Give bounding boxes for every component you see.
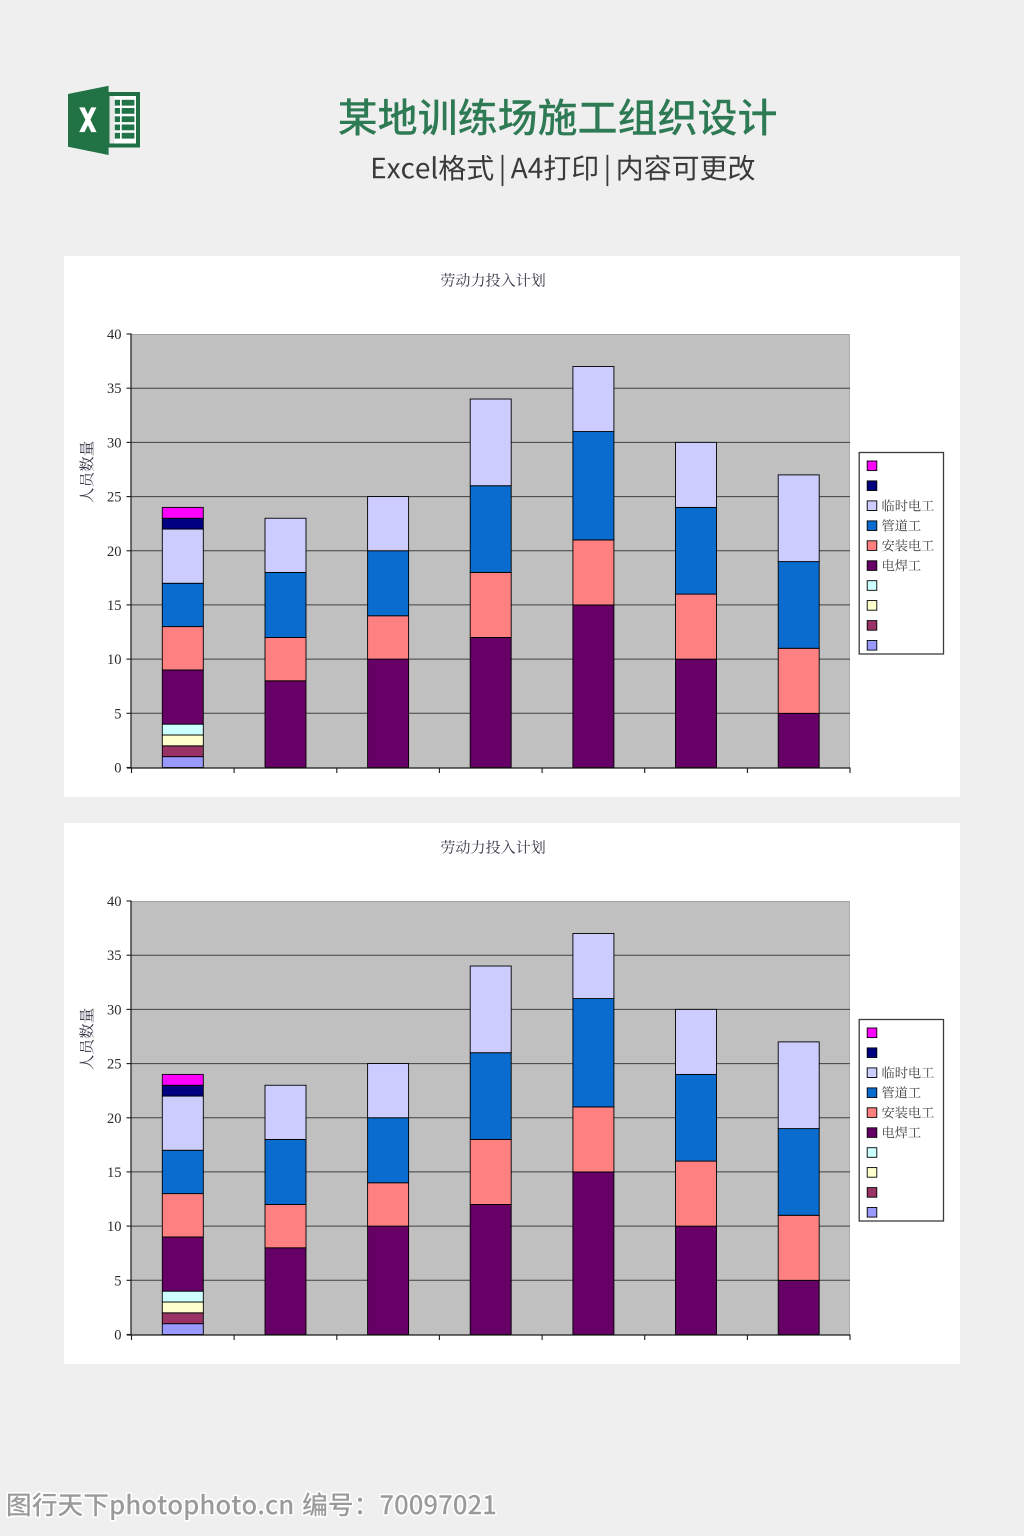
svg-text:5: 5 xyxy=(114,1273,121,1289)
svg-text:30: 30 xyxy=(107,1002,122,1018)
svg-text:35: 35 xyxy=(107,948,122,964)
svg-text:25: 25 xyxy=(107,490,122,506)
svg-text:20: 20 xyxy=(107,544,122,560)
svg-text:20: 20 xyxy=(107,1111,122,1127)
svg-text:25: 25 xyxy=(107,1057,122,1073)
svg-text:5: 5 xyxy=(114,706,121,722)
svg-text:40: 40 xyxy=(107,327,122,343)
svg-text:15: 15 xyxy=(107,1165,122,1181)
svg-text:10: 10 xyxy=(107,1219,122,1235)
svg-text:10: 10 xyxy=(107,652,122,668)
svg-text:15: 15 xyxy=(107,598,122,614)
svg-text:35: 35 xyxy=(107,381,122,397)
svg-text:0: 0 xyxy=(114,761,121,777)
svg-text:30: 30 xyxy=(107,435,122,451)
svg-text:40: 40 xyxy=(107,894,122,910)
svg-text:0: 0 xyxy=(114,1328,121,1344)
